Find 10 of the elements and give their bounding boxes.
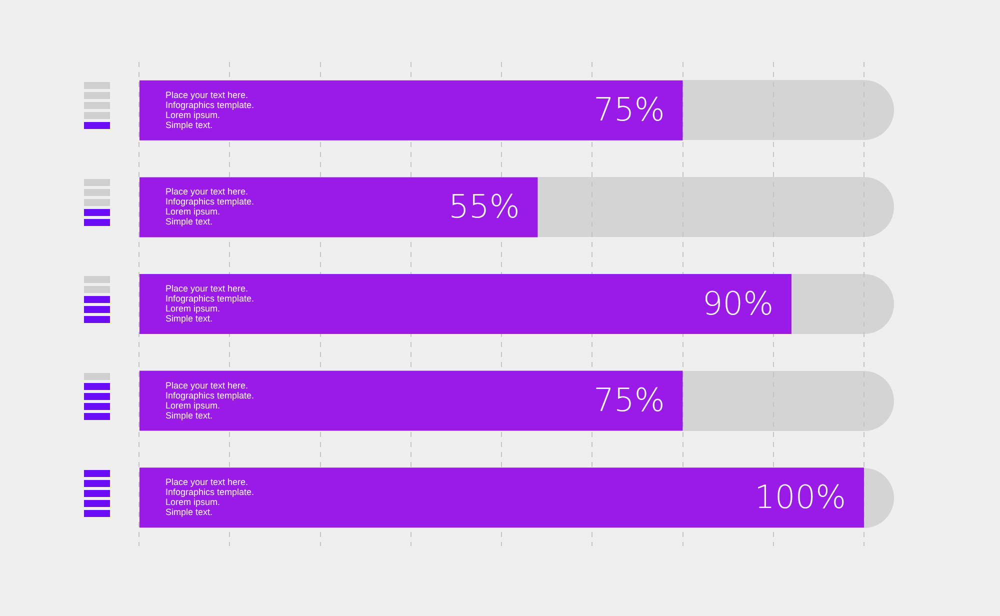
data-label: 75%	[594, 381, 665, 420]
data-label: 75%	[594, 90, 665, 129]
y-tick-label: Place your text here. Infographics template. Lorem ipsum. Simple text.	[166, 477, 254, 518]
y-tick-label: Place your text here. Infographics template. Lorem ipsum. Simple text.	[166, 380, 254, 420]
data-label: 55%	[448, 188, 520, 226]
y-tick-label: Place your text here. Infographics template. Lorem ipsum. Simple text.	[166, 283, 254, 324]
data-label: 100%	[754, 478, 846, 516]
data-label: 90%	[702, 284, 774, 322]
y-tick-label: Place your text here. Infographics template. Lorem ipsum. Simple text.	[166, 186, 254, 227]
y-tick-label: Place your text here. Infographics template. Lorem ipsum. Simple text.	[166, 90, 254, 130]
